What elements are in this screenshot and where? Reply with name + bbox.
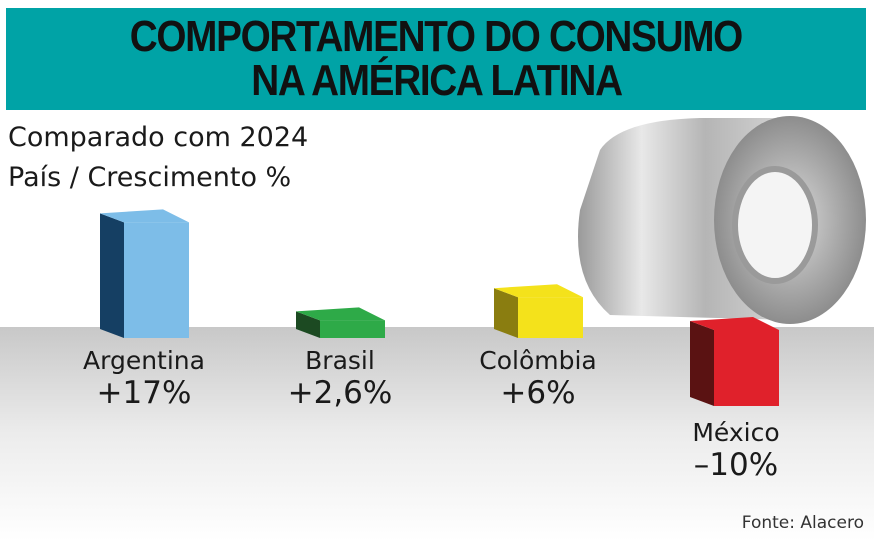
label-brasil: Brasil +2,6% [240, 346, 440, 411]
value-label: +2,6% [287, 375, 393, 411]
subtitle-axis: País / Crescimento % [8, 162, 292, 193]
subtitle-comparison: Comparado com 2024 [8, 122, 309, 153]
source-note: Fonte: Alacero [741, 513, 864, 533]
bar-top-argentina [100, 209, 189, 223]
bar-side-brasil [296, 311, 320, 338]
value-label: +17% [96, 375, 192, 411]
title-banner: COMPORTAMENTO DO CONSUMO NA AMÉRICA LATI… [6, 8, 866, 110]
label-colombia: Colômbia +6% [438, 346, 638, 411]
bar-top-brasil [296, 307, 385, 321]
bar-side-colômbia [494, 288, 518, 338]
title-line-1: COMPORTAMENTO DO CONSUMO [129, 12, 744, 61]
category-label: Argentina [83, 346, 205, 375]
category-label: Brasil [305, 346, 375, 375]
steel-coil-image [578, 116, 866, 324]
bar-argentina [124, 222, 189, 338]
title-line-2: NA AMÉRICA LATINA [250, 56, 623, 105]
category-label: Colômbia [479, 346, 597, 375]
bar-brasil [320, 320, 385, 338]
value-label: +6% [500, 375, 576, 411]
bar-side-méxico [690, 321, 714, 406]
bar-méxico [714, 330, 779, 406]
bar-top-méxico [690, 317, 779, 330]
value-label: –10% [693, 447, 779, 483]
bar-top-colômbia [494, 284, 583, 298]
label-argentina: Argentina +17% [44, 346, 244, 411]
bar-colômbia [518, 297, 583, 338]
category-label: México [692, 418, 780, 447]
label-mexico: México –10% [636, 418, 836, 483]
bar-side-argentina [100, 213, 124, 338]
